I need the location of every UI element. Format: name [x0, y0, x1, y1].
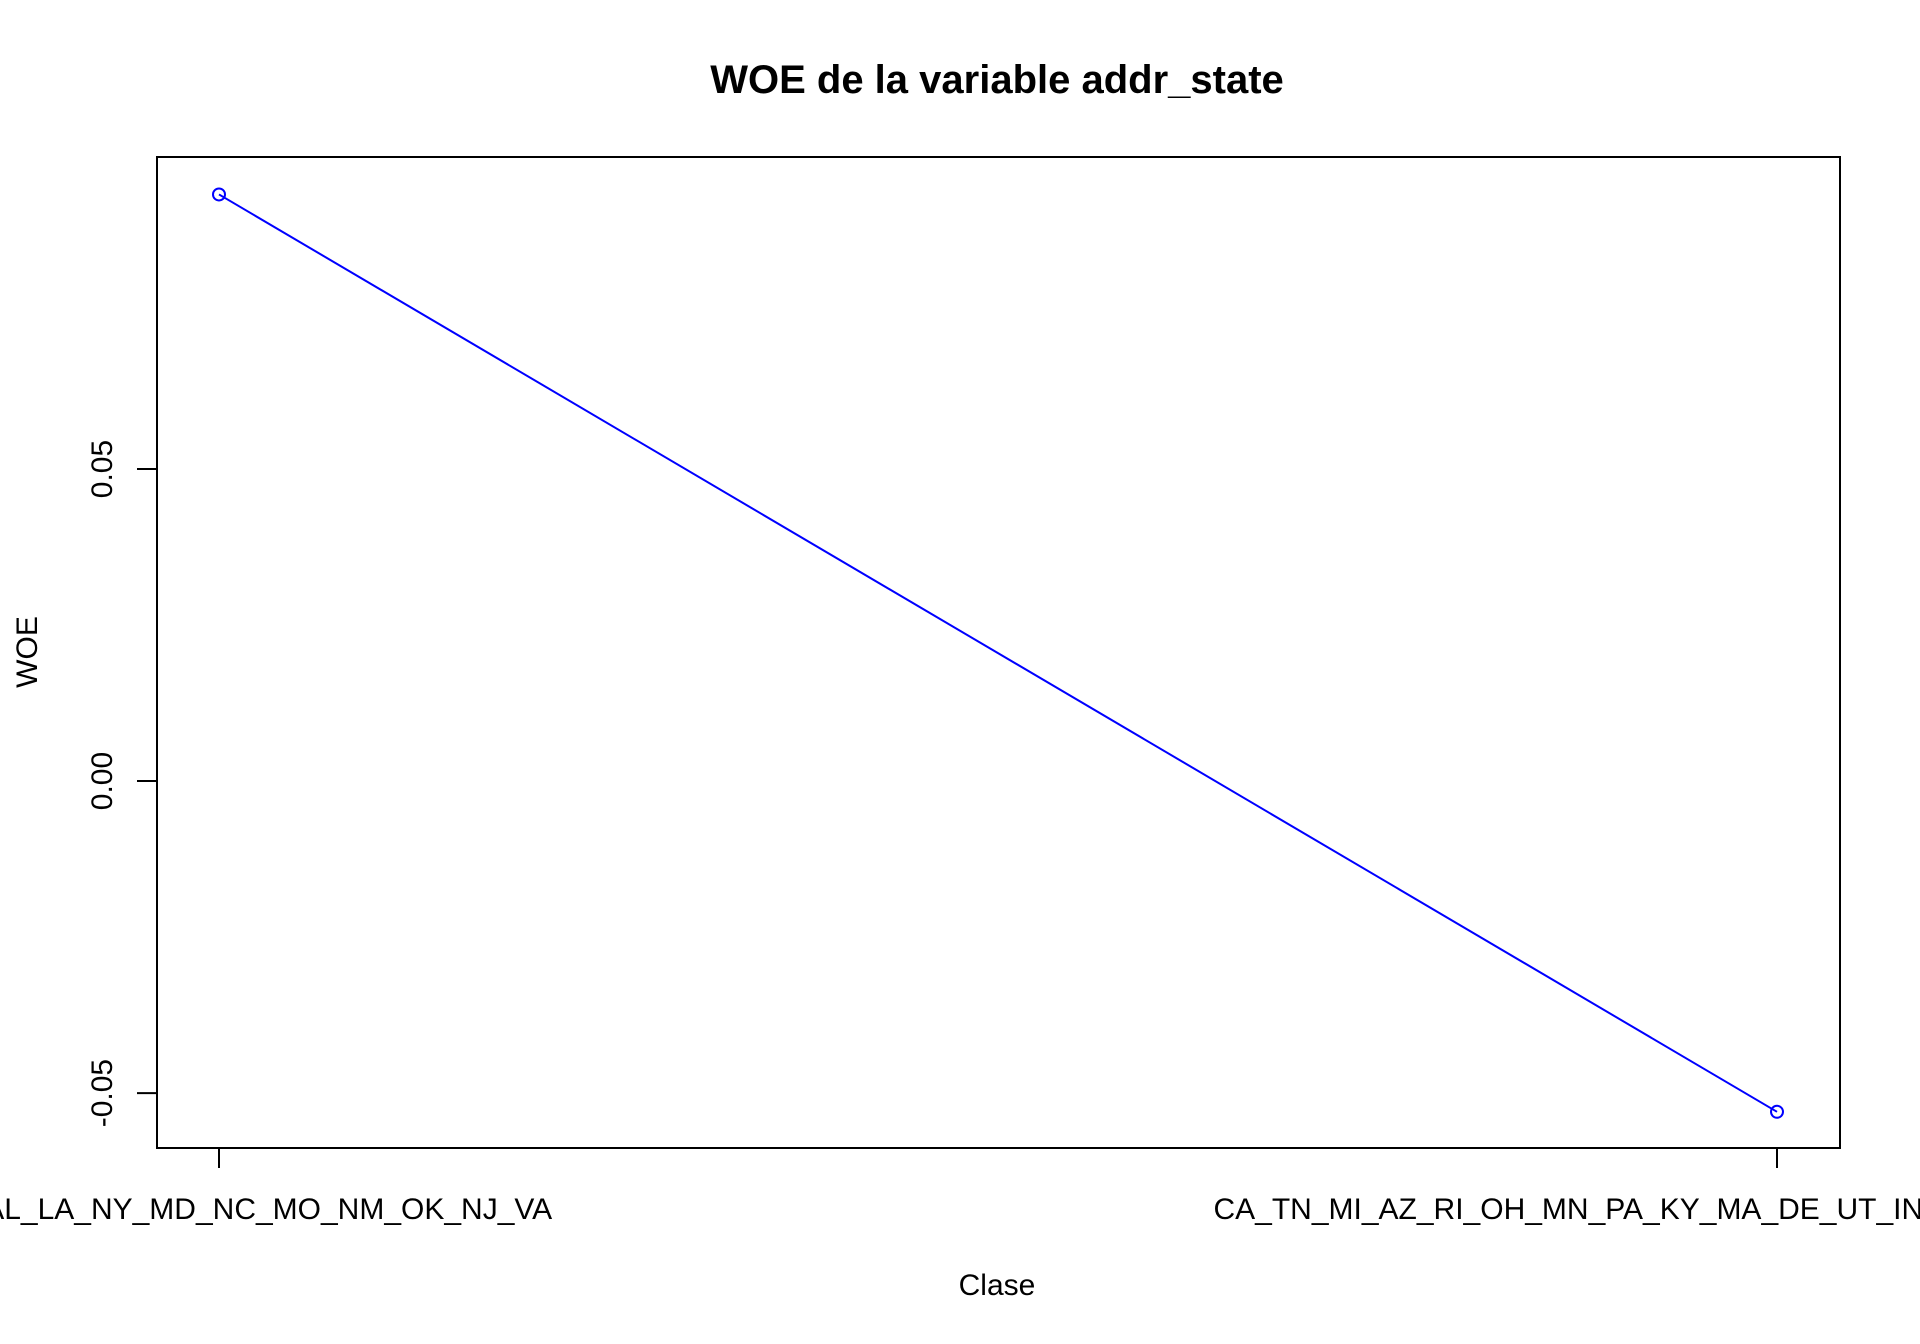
y-tick-label: 0.05	[86, 440, 119, 498]
y-axis-label: WOE	[11, 616, 44, 688]
x-axis: HI_FL_AL_LA_NY_MD_NC_MO_NM_OK_NJ_VA CA_TN…	[0, 1148, 1920, 1226]
data-point	[212, 187, 226, 202]
series-layer	[212, 187, 1784, 1119]
chart-title: WOE de la variable addr_state	[710, 58, 1284, 102]
x-tick-label: CA_TN_MI_AZ_RI_OH_MN_PA_KY_MA_DE_UT_IN_A…	[1213, 1193, 1920, 1226]
series-line	[218, 193, 1778, 1113]
x-tick-label: HI_FL_AL_LA_NY_MD_NC_MO_NM_OK_NJ_VA	[0, 1193, 552, 1226]
plot-frame	[156, 156, 1841, 1149]
y-tick-label: -0.05	[86, 1059, 119, 1127]
y-tick-label: 0.00	[86, 752, 119, 810]
data-point	[1770, 1104, 1784, 1119]
x-axis-label: Clase	[959, 1269, 1036, 1302]
y-axis: -0.05 0.00 0.05	[86, 440, 157, 1127]
